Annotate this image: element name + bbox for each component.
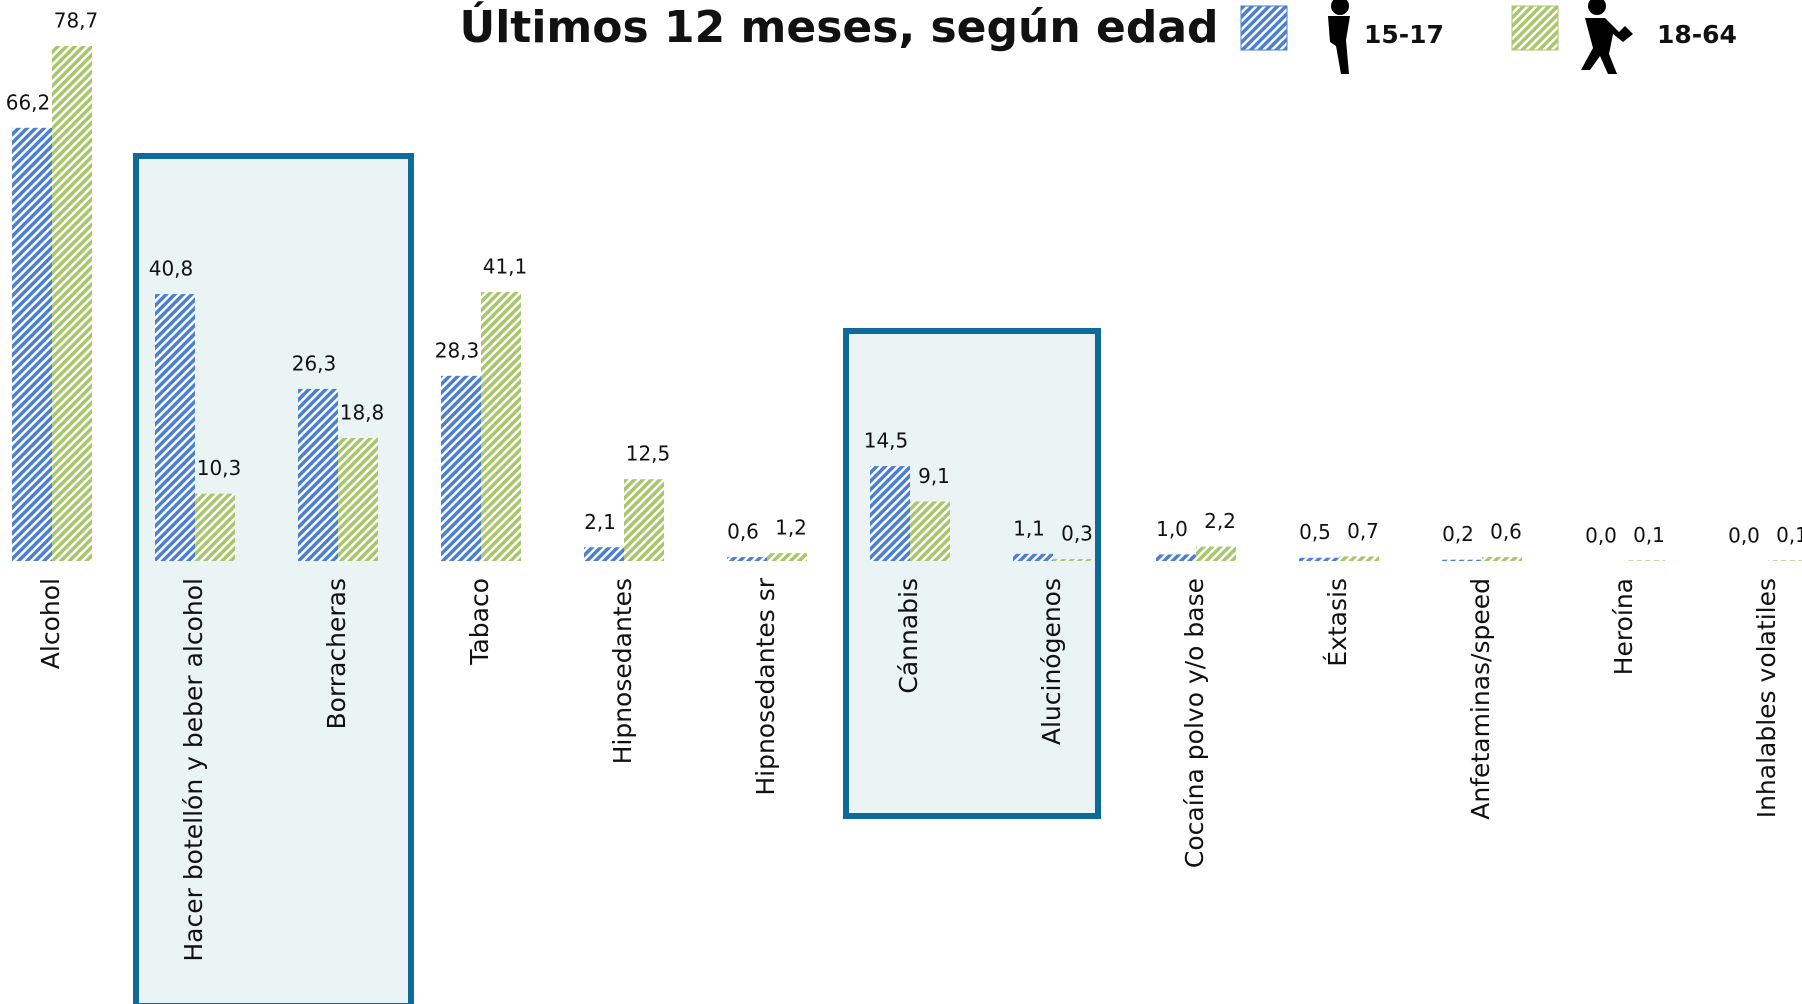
data-label: 0,7 [1347, 519, 1379, 543]
data-label: 1,1 [1013, 516, 1045, 540]
bar [1482, 557, 1522, 561]
x-tick-label: Cánnabis [894, 578, 923, 694]
x-tick-label: Anfetaminas/speed [1466, 578, 1495, 820]
bar [1442, 559, 1482, 561]
x-tick-label: Éxtasis [1323, 578, 1352, 667]
x-tick-label: Alcohol [36, 578, 65, 669]
x-tick-label: Alucinógenos [1037, 578, 1066, 745]
data-label: 0,2 [1442, 522, 1474, 546]
data-label: 0,1 [1633, 523, 1665, 547]
bar [1053, 559, 1093, 561]
data-label: 0,6 [727, 520, 759, 544]
bar [1196, 546, 1236, 561]
data-label: 0,0 [1728, 524, 1760, 548]
bar [338, 437, 378, 561]
legend-label: 15-17 [1364, 20, 1444, 49]
data-label: 1,2 [775, 516, 807, 540]
data-label: 18,8 [340, 400, 385, 424]
bar [298, 388, 338, 561]
bar [1299, 557, 1339, 561]
bar [1156, 554, 1196, 561]
data-label: 28,3 [435, 338, 480, 362]
data-label: 12,5 [626, 442, 671, 466]
bar [767, 553, 807, 561]
data-label: 1,0 [1156, 517, 1188, 541]
data-label: 41,1 [483, 255, 528, 279]
data-label: 40,8 [149, 257, 194, 281]
data-label: 0,3 [1061, 522, 1093, 546]
x-tick-label: Hipnosedantes [608, 578, 637, 764]
bar [155, 294, 195, 561]
x-tick-label: Inhalables volatiles [1752, 578, 1781, 818]
bar [727, 557, 767, 561]
bar [1339, 556, 1379, 561]
x-tick-label: Hipnosedantes sr [751, 577, 780, 795]
data-label: 0,6 [1490, 520, 1522, 544]
legend-label: 18-64 [1657, 20, 1737, 49]
data-label: 10,3 [197, 456, 242, 480]
data-label: 0,5 [1299, 520, 1331, 544]
data-label: 78,7 [54, 9, 99, 33]
bar [12, 127, 52, 561]
data-label: 66,2 [6, 90, 51, 114]
bar [1013, 553, 1053, 561]
data-label: 14,5 [864, 429, 909, 453]
legend-swatch [1511, 5, 1559, 51]
bar [52, 46, 92, 561]
bar [195, 493, 235, 561]
chart-title: Últimos 12 meses, según edad [459, 0, 1218, 53]
data-label: 26,3 [292, 351, 337, 375]
bar [1768, 560, 1802, 561]
data-label: 0,0 [1585, 524, 1617, 548]
data-label: 9,1 [918, 464, 950, 488]
data-label: 2,1 [584, 510, 616, 534]
data-label: 0,1 [1776, 523, 1802, 547]
legend-swatch [1240, 5, 1288, 51]
bar [910, 501, 950, 561]
bar [481, 292, 521, 561]
highlight-box [843, 328, 1101, 819]
bar [584, 547, 624, 561]
x-tick-label: Hacer botellón y beber alcohol [179, 578, 208, 962]
data-label: 2,2 [1204, 509, 1236, 533]
bar [1625, 560, 1665, 561]
icon [1328, 0, 1633, 74]
highlight-box [133, 153, 414, 1004]
x-tick-label: Tabaco [465, 578, 494, 666]
bar [441, 375, 481, 561]
x-tick-label: Heroína [1609, 578, 1638, 675]
bar [870, 466, 910, 561]
x-tick-label: Cocaína polvo y/o base [1180, 578, 1209, 868]
bar [624, 479, 664, 561]
x-tick-label: Borracheras [322, 578, 351, 729]
